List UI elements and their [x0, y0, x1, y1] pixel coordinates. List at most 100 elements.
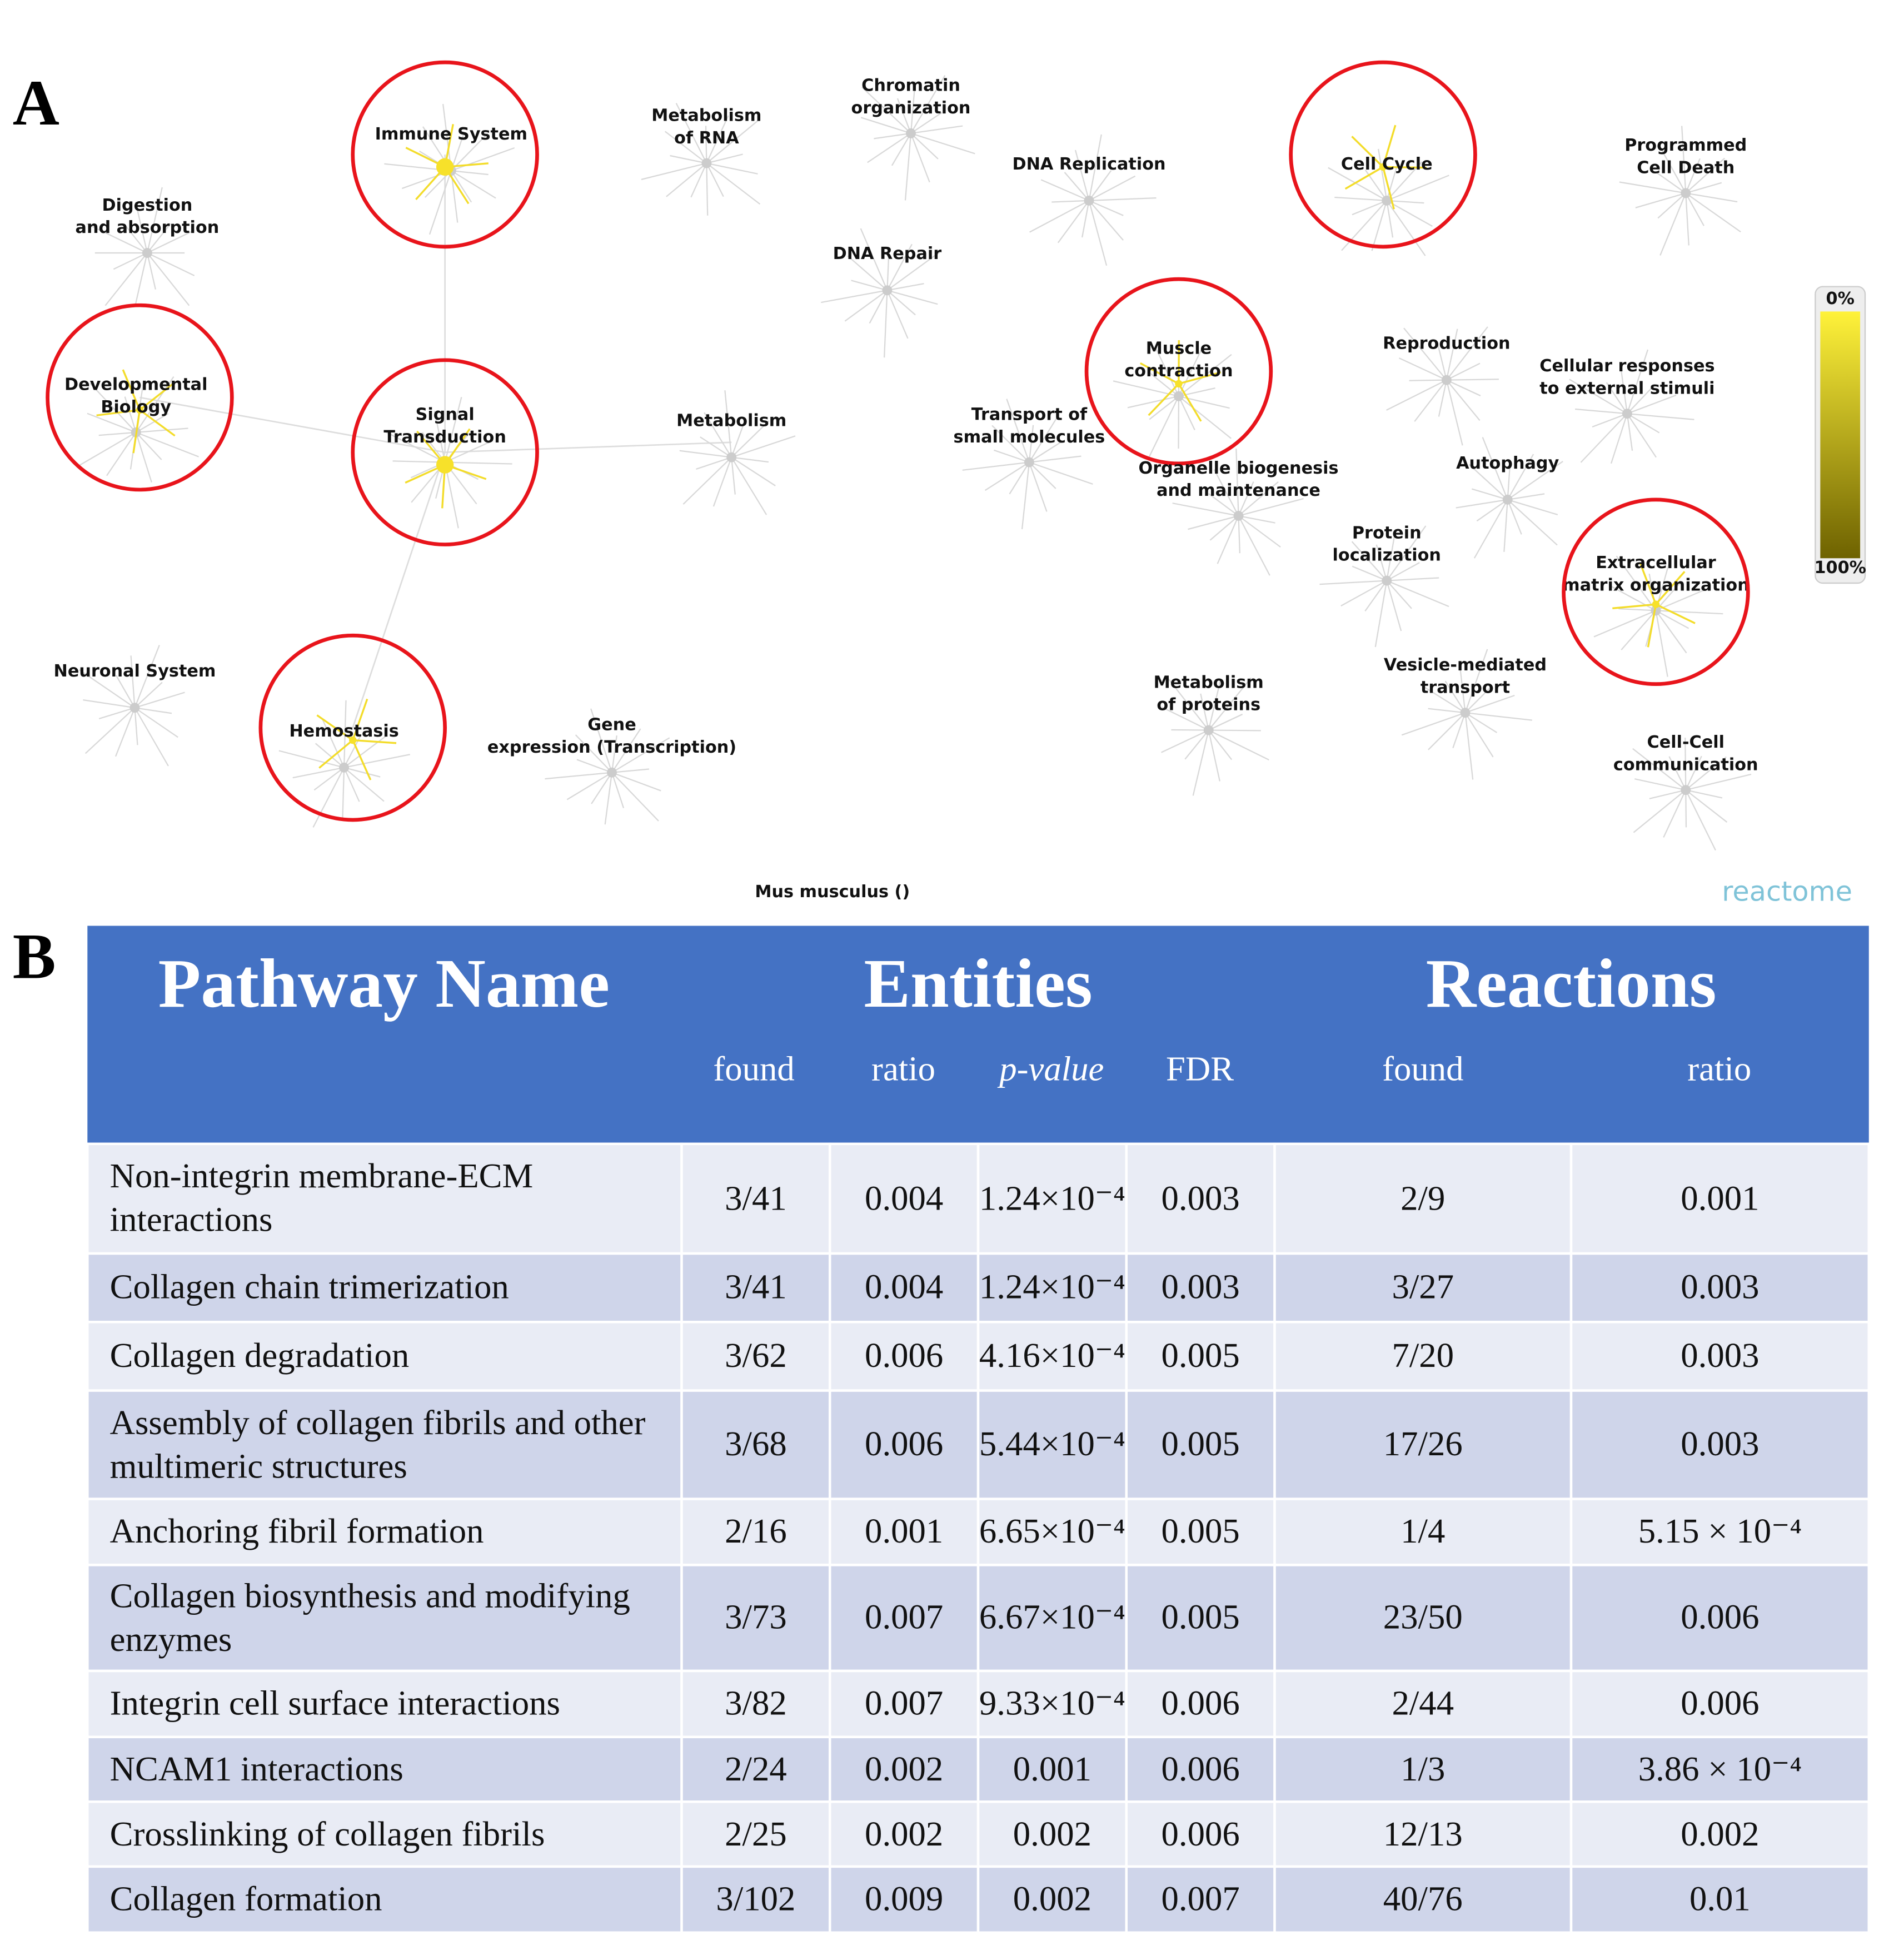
cell-wrap: 0.007 — [1127, 1867, 1275, 1933]
table-cell — [1273, 1669, 1573, 1738]
pathway-tree — [1127, 395, 1179, 409]
pathway-tree — [1663, 789, 1687, 838]
highlight-tree — [96, 409, 140, 416]
pathway-tree — [451, 170, 489, 176]
pathway-tree — [1635, 192, 1686, 208]
cell-wrap: 5.15 × 10⁻⁴ — [1571, 1499, 1869, 1565]
pathway-tree — [886, 290, 916, 316]
cell-text: 0.002 — [1681, 1814, 1760, 1854]
cell-text: 0.007 — [865, 1684, 944, 1724]
table-cell — [1273, 1142, 1573, 1255]
pathway-tree — [1473, 499, 1508, 559]
cell-wrap: 0.007 — [830, 1565, 978, 1671]
pathway-tree — [1064, 172, 1090, 201]
pathway-tree — [1401, 712, 1466, 736]
pathway-node: Metabolism of proteins — [1154, 673, 1269, 796]
pathway-tree — [611, 772, 625, 809]
cell-text: NCAM1 interactions — [109, 1750, 403, 1789]
highlight-tree — [1148, 383, 1180, 416]
pathway-label: of proteins — [1157, 695, 1260, 715]
cell-text: 3/82 — [725, 1684, 787, 1724]
cell-text: 0.006 — [865, 1425, 944, 1464]
table-cell — [86, 1389, 683, 1500]
pathway-tree — [1444, 680, 1466, 713]
pathway-tree — [444, 462, 459, 529]
pathway-tree — [1627, 394, 1677, 415]
pathway-label: Cell Cycle — [1341, 155, 1433, 174]
pathway-tree — [1627, 413, 1694, 420]
cell-wrap: 0.001 — [978, 1737, 1127, 1802]
cell-box: 0.01 — [1689, 1881, 1751, 1919]
pathway-label: Cellular responses — [1539, 356, 1714, 376]
pathway-node: Metabolism of RNA — [641, 103, 761, 216]
pathway-tree — [611, 735, 617, 773]
cell-wrap: 23/50 — [1275, 1565, 1571, 1671]
pathway-tree — [1621, 610, 1657, 650]
pathway-root — [1024, 457, 1034, 467]
cell-box: 0.005 — [1162, 1425, 1240, 1464]
cell-wrap: 0.002 — [830, 1737, 978, 1802]
pathway-tree — [731, 457, 767, 515]
pathway-tree — [312, 767, 345, 828]
pathway-node: Vesicle-mediated transport — [1384, 649, 1547, 780]
cell-box: 0.005 — [1162, 1513, 1240, 1551]
cell-text: 0.003 — [1161, 1179, 1240, 1218]
pathway-node: Cellular responses to external stimuli — [1539, 349, 1714, 464]
table-cell — [976, 1800, 1128, 1868]
pathway-tree — [343, 767, 360, 802]
pathway-label: Gene — [587, 715, 636, 735]
pathway-tree — [1149, 395, 1179, 420]
cell-wrap: 0.002 — [1571, 1802, 1869, 1867]
pathway-tree — [444, 397, 462, 462]
pathway-tree — [147, 252, 195, 276]
pathway-tree — [392, 460, 445, 463]
pathway-tree — [1398, 357, 1447, 381]
highlight-tree — [1639, 563, 1657, 605]
cell-wrap: 1/4 — [1275, 1499, 1571, 1565]
pathway-tree — [1217, 515, 1239, 564]
pathway-tree — [1609, 585, 1656, 611]
cell-wrap: 0.002 — [830, 1802, 978, 1867]
highlight-circle — [1289, 60, 1477, 249]
pathway-label: to external stimuli — [1539, 379, 1714, 398]
cell-box: 0.002 — [1013, 1881, 1091, 1919]
pathway-tree — [611, 737, 670, 773]
cell-wrap: 0.003 — [1127, 1253, 1275, 1322]
pathway-tree — [1081, 200, 1090, 238]
cell-text: Collagen degradation — [109, 1337, 410, 1376]
pathway-tree — [1088, 200, 1108, 266]
cell-text: 2/16 — [725, 1513, 787, 1551]
highlight-tree — [318, 739, 353, 769]
cell-wrap: Collagen biosynthesis and modifying enzy… — [110, 1565, 667, 1671]
cell-box: 1/4 — [1275, 1499, 1571, 1565]
pathway-tree — [1351, 541, 1388, 581]
highlight-tree — [1178, 371, 1222, 385]
pathway-tree — [1685, 755, 1702, 790]
pathway-tree — [115, 675, 136, 708]
pathway-tree — [1655, 610, 1689, 629]
legend-label: 0% — [1826, 289, 1855, 309]
pathway-node: Digestion and absorption — [76, 187, 219, 306]
table-cell — [1569, 1800, 1871, 1868]
cell-text: 3/41 — [725, 1179, 787, 1218]
pathway-label: Metabolism — [651, 106, 761, 125]
cell-wrap: 3.86 × 10⁻⁴ — [1571, 1737, 1869, 1802]
pathway-tree — [1685, 789, 1716, 851]
edge — [352, 452, 446, 728]
cell-box: 0.006 — [1162, 1815, 1240, 1853]
pathway-tree — [147, 230, 195, 254]
cell-text: 6.67×10⁻⁴ — [979, 1598, 1125, 1638]
pathway-label: Neuronal System — [54, 661, 216, 681]
cell-box: 0.007 — [865, 1684, 944, 1724]
pathway-tree — [343, 767, 385, 802]
pathway-label: Protein — [1352, 523, 1422, 543]
pathway-tree — [1375, 544, 1388, 581]
table-cell — [1569, 1252, 1871, 1324]
cell-text: 0.004 — [865, 1179, 944, 1218]
panel-label: B — [13, 921, 56, 993]
pathway-tree — [1029, 461, 1056, 489]
cell-box: 0.003 — [1127, 1253, 1275, 1322]
pathway-tree — [1569, 379, 1628, 415]
pathway-tree — [343, 754, 411, 768]
table-cell — [829, 1389, 980, 1500]
